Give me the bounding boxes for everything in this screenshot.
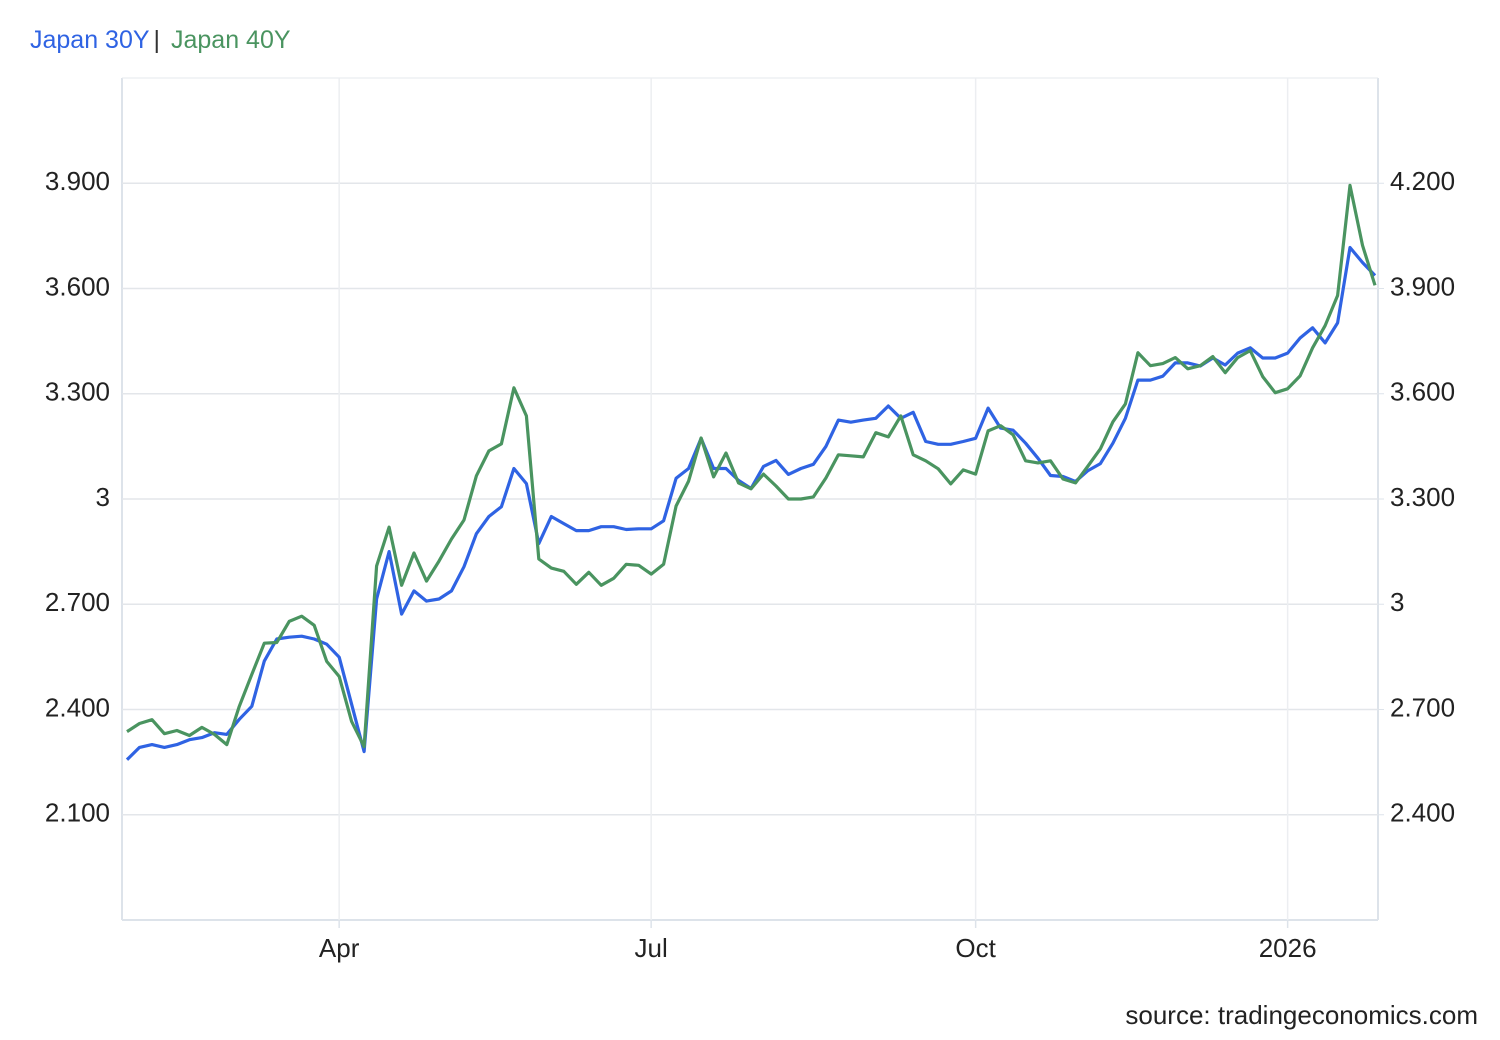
y-tick-label: 3.900 (45, 166, 110, 196)
y2-tick-label: 4.200 (1390, 166, 1455, 196)
legend: Japan 30Y | Japan 40Y (30, 26, 295, 55)
y-tick-label: 2.400 (45, 692, 110, 722)
y-tick-label: 2.100 (45, 798, 110, 828)
series-line (126, 183, 1377, 749)
source: source: tradingeconomics.com (1125, 1000, 1478, 1030)
y2-tick-label: 3.900 (1390, 271, 1455, 301)
y2-tick-label: 3.300 (1390, 482, 1455, 512)
y-tick-label: 2.700 (45, 587, 110, 617)
legend-entry: Japan 40Y (171, 26, 291, 54)
y-tick-label: 3.600 (45, 271, 110, 301)
legend-entry: Japan 30Y (30, 26, 150, 54)
y-tick-label: 3 (96, 482, 110, 512)
x-tick-label: Oct (955, 933, 996, 963)
y2-tick-label: 2.400 (1390, 798, 1455, 828)
y2-tick-label: 3 (1390, 587, 1404, 617)
y2-tick-label: 2.700 (1390, 692, 1455, 722)
series-line (125, 245, 1377, 761)
x-tick-label: 2026 (1259, 933, 1317, 963)
legend-separator: | (153, 26, 161, 54)
x-tick-label: Jul (635, 933, 668, 963)
x-tick-label: Apr (319, 933, 360, 963)
y2-tick-label: 3.600 (1390, 377, 1455, 407)
y-tick-label: 3.300 (45, 377, 110, 407)
